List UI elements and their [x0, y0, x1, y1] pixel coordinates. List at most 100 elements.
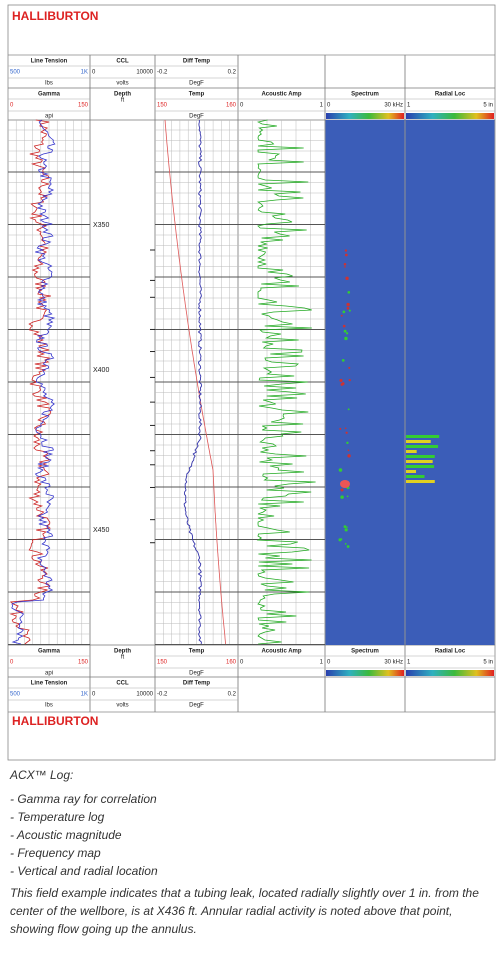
spectrum-dot [347, 454, 351, 458]
scale-unit: api [45, 114, 53, 120]
spectrum-dot [348, 378, 351, 382]
spectrum-dot [346, 526, 348, 529]
spectrum-dot [343, 263, 347, 266]
caption-list: - Gamma ray for correlation - Temperature… [10, 790, 492, 880]
color-bar [326, 670, 404, 676]
radial-activity [406, 470, 417, 473]
color-bar [406, 113, 494, 119]
scale-name: Acoustic Amp [261, 92, 301, 98]
spectrum-dot [341, 359, 345, 362]
scale-max: 1 [320, 103, 324, 109]
scale-min: 0 [327, 103, 331, 109]
scale-name: CCL [116, 681, 129, 687]
radial-activity [406, 465, 435, 468]
scale-max: 5 in [483, 103, 493, 109]
scale-name: ft [121, 98, 125, 104]
spectrum-dot [344, 528, 348, 532]
scale-min: 150 [157, 103, 168, 109]
caption-item: - Acoustic magnitude [10, 828, 122, 842]
scale-name: CCL [116, 59, 129, 65]
spectrum-dot [343, 525, 347, 529]
scale-max: 0.2 [228, 70, 237, 76]
spectrum-dot [340, 488, 344, 492]
radial-activity [406, 460, 433, 463]
spectrum-dot [344, 249, 348, 252]
depth-label: X400 [93, 367, 109, 374]
spectrum-dot [346, 495, 349, 498]
spectrum-dot [346, 545, 350, 548]
scale-name: Spectrum [351, 92, 379, 98]
spectrum-dot [344, 427, 347, 430]
scale-name: ft [121, 655, 125, 661]
spectrum-dot [346, 441, 349, 445]
scale-max: 160 [226, 660, 237, 666]
spectrum-dot [345, 276, 349, 281]
scale-max: 160 [226, 103, 237, 109]
radial-activity [406, 450, 417, 453]
scale-max: 1K [81, 692, 88, 698]
caption-item: - Temperature log [10, 810, 105, 824]
spectrum-dot [344, 543, 347, 545]
scale-name: Gamma [38, 92, 61, 98]
scale-name: Temp [189, 649, 205, 655]
scale-min: 0 [92, 70, 96, 76]
scale-name: Spectrum [351, 649, 379, 655]
radial-activity [406, 440, 431, 443]
spectrum-dot [347, 408, 350, 411]
spectrum-dot [340, 314, 343, 317]
scale-min: 1 [407, 103, 411, 109]
scale-min: 1 [407, 660, 411, 666]
scale-unit: DegF [189, 703, 204, 709]
spectrum-dot [340, 383, 344, 386]
scale-unit: lbs [45, 81, 53, 87]
scale-min: 500 [10, 692, 21, 698]
caption-item: - Vertical and radial location [10, 864, 158, 878]
scale-min: 0 [10, 103, 14, 109]
spectrum-dot [340, 495, 344, 499]
spectrum-panel [325, 120, 405, 645]
scale-min: -0.2 [157, 70, 168, 76]
acoustic-curve [256, 119, 316, 645]
spectrum-dot [338, 468, 343, 472]
well-log: HALLIBURTON HALLIBURTON Line Tension 500 1… [7, 4, 496, 761]
scale-min: 0 [240, 103, 244, 109]
scale-min: 0 [92, 692, 96, 698]
spectrum-dot [339, 427, 342, 430]
scale-unit: lbs [45, 703, 53, 709]
scale-min: 500 [10, 70, 21, 76]
radial-activity [406, 445, 439, 448]
caption-item: - Gamma ray for correlation [10, 792, 157, 806]
scale-unit: DegF [189, 671, 204, 677]
color-bar [326, 113, 404, 119]
spectrum-dot [345, 431, 348, 434]
gamma-curve [11, 119, 56, 645]
leak-signal [340, 480, 350, 488]
scale-name: Line Tension [31, 59, 68, 65]
caption-title: ACX™ Log: [10, 768, 74, 782]
scale-unit: DegF [189, 81, 204, 87]
scale-min: 0 [240, 660, 244, 666]
scale-max: 0.2 [228, 692, 237, 698]
spectrum-dot [339, 378, 343, 383]
spectrum-dot [342, 310, 346, 314]
depth-label: X450 [93, 527, 109, 534]
scale-max: 30 kHz [384, 103, 403, 109]
scale-max: 1 [320, 660, 324, 666]
radial-activity [406, 480, 435, 483]
scale-max: 1K [81, 70, 88, 76]
caption-text: This field example indicates that a tubi… [10, 886, 479, 936]
scale-name: Depth [114, 92, 131, 98]
spectrum-dot [346, 306, 350, 310]
spectrum-dot [344, 253, 348, 257]
scale-unit: volts [116, 703, 128, 709]
scale-max: 150 [78, 660, 89, 666]
spectrum-dot [343, 329, 347, 333]
logo: HALLIBURTON [12, 9, 98, 23]
spectrum-dot [338, 538, 342, 542]
scale-name: Temp [189, 92, 205, 98]
scale-unit: api [45, 671, 53, 677]
radial-activity [406, 435, 440, 438]
scale-name: Gamma [38, 649, 61, 655]
scale-min: 0 [10, 660, 14, 666]
